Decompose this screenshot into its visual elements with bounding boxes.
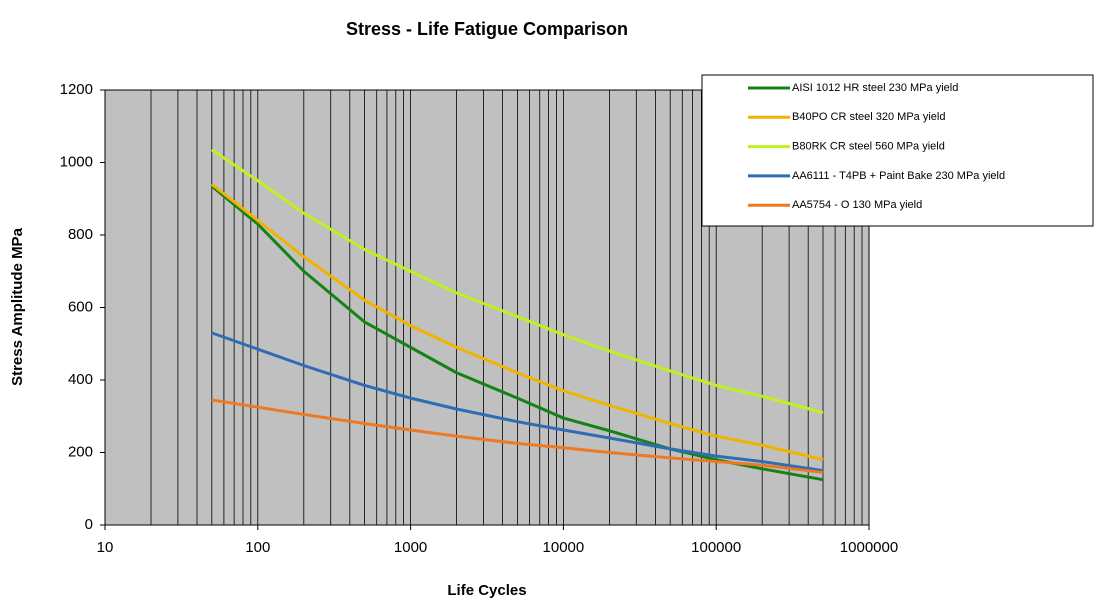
y-tick-label: 0 [85, 516, 93, 533]
legend-label: AISI 1012 HR steel 230 MPa yield [792, 82, 958, 94]
x-tick-label: 10 [97, 539, 114, 556]
y-tick-label: 1200 [60, 81, 93, 98]
legend-label: B40PO CR steel 320 MPa yield [792, 111, 945, 123]
y-tick-label: 400 [68, 371, 93, 388]
x-tick-label: 100000 [691, 539, 741, 556]
series-line [211, 398, 824, 474]
x-axis-label: Life Cycles [447, 582, 526, 599]
lines [210, 148, 824, 482]
y-axis-label: Stress Amplitude MPa [9, 227, 26, 385]
x-tick-label: 10000 [543, 539, 585, 556]
chart-title: Stress - Life Fatigue Comparison [346, 19, 628, 39]
series-line [210, 184, 824, 482]
grid [104, 90, 870, 525]
x-tick-label: 100 [245, 539, 270, 556]
series-line [210, 148, 824, 415]
y-tick-label: 200 [68, 443, 93, 460]
legend-label: AA5754 - O 130 MPa yield [792, 199, 922, 211]
legend-label: B80RK CR steel 560 MPa yield [792, 141, 945, 153]
series-line [211, 331, 824, 473]
y-tick-label: 800 [68, 226, 93, 243]
legend-label: AA6111 - T4PB + Paint Bake 230 MPa yield [792, 170, 1005, 182]
y-tick-label: 600 [68, 298, 93, 315]
x-tick-label: 1000000 [840, 539, 898, 556]
legend [701, 74, 1094, 227]
y-tick-label: 1000 [60, 153, 93, 170]
x-tick-label: 1000 [394, 539, 427, 556]
series-line [210, 183, 824, 462]
